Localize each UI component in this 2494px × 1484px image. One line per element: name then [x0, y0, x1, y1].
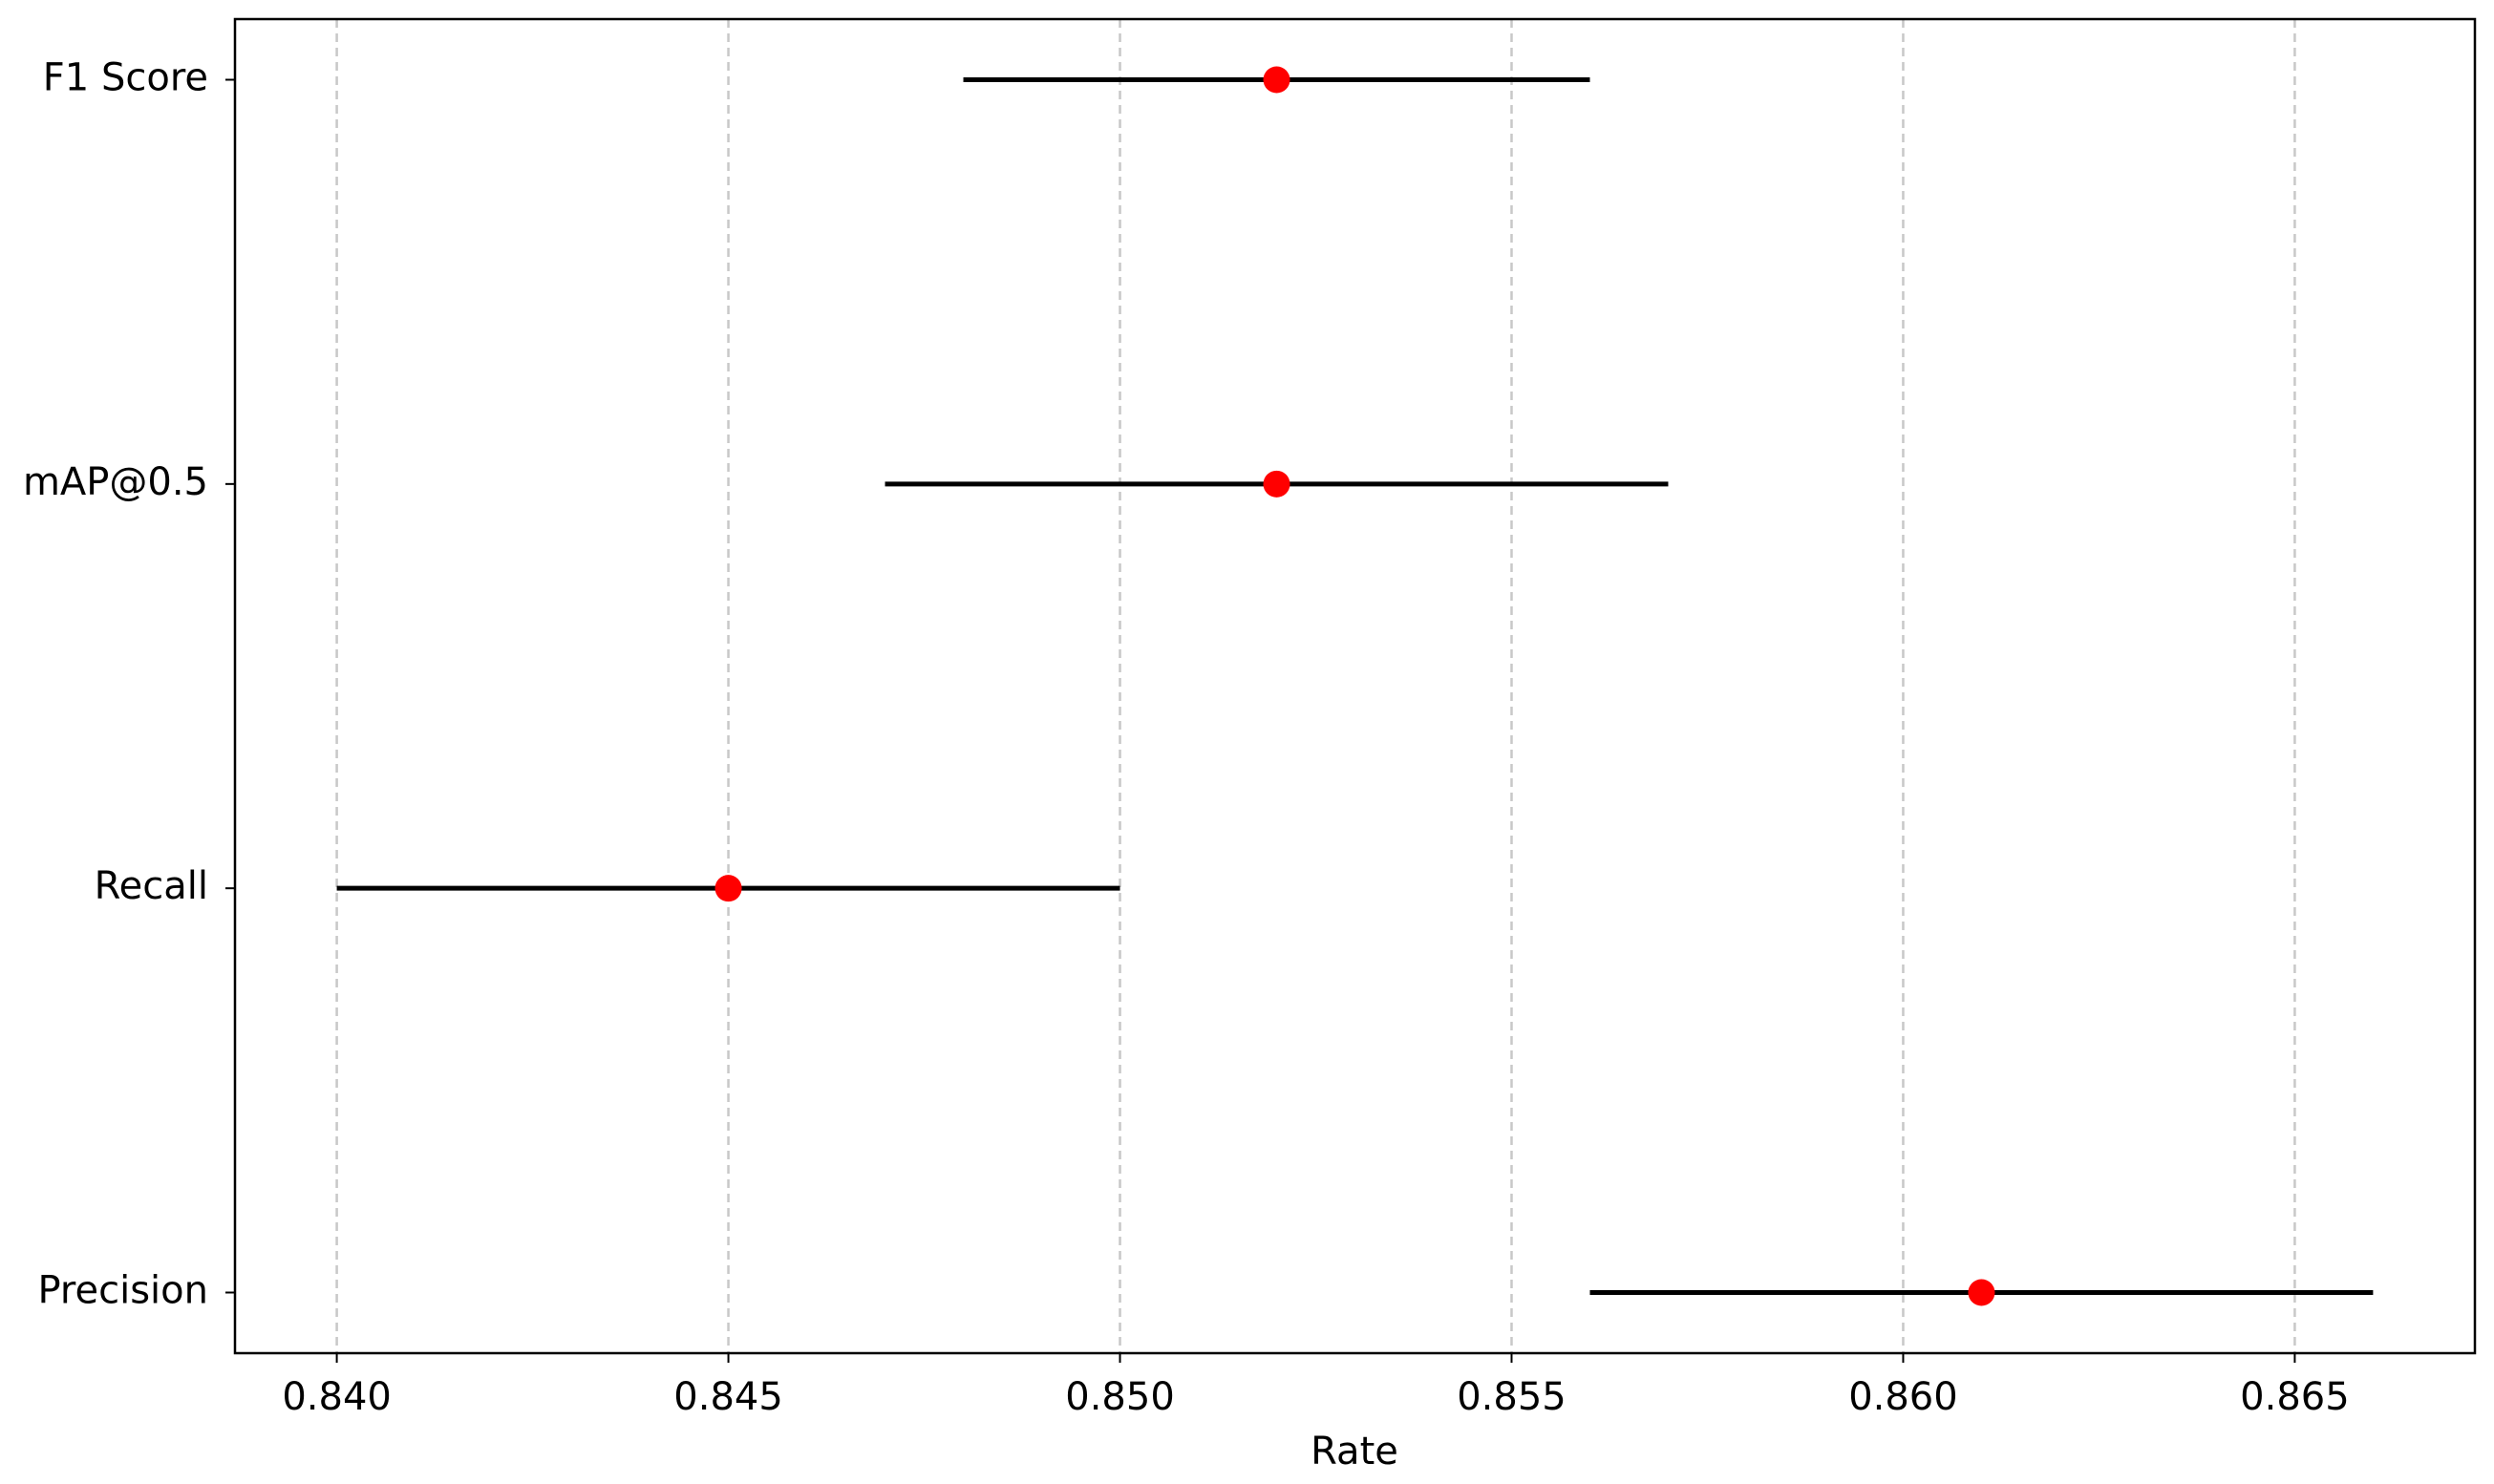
- x-tick-label: 0.860: [1848, 1375, 1958, 1419]
- point: [714, 875, 742, 902]
- x-axis-label: Rate: [1311, 1430, 1398, 1473]
- x-tick-label: 0.845: [673, 1375, 783, 1419]
- x-tick-label: 0.865: [2240, 1375, 2350, 1419]
- point: [1263, 66, 1290, 94]
- y-tick-label: Recall: [95, 864, 208, 908]
- x-tick-label: 0.850: [1065, 1375, 1175, 1419]
- y-tick-label: mAP@0.5: [23, 460, 208, 504]
- y-tick-label: F1 Score: [43, 56, 208, 100]
- plot-frame: [233, 17, 2477, 1355]
- y-tick-label: Precision: [38, 1269, 208, 1313]
- x-tick-label: 0.840: [282, 1375, 392, 1419]
- point: [1263, 470, 1290, 498]
- x-tick-label: 0.855: [1457, 1375, 1567, 1419]
- point: [1968, 1279, 1995, 1306]
